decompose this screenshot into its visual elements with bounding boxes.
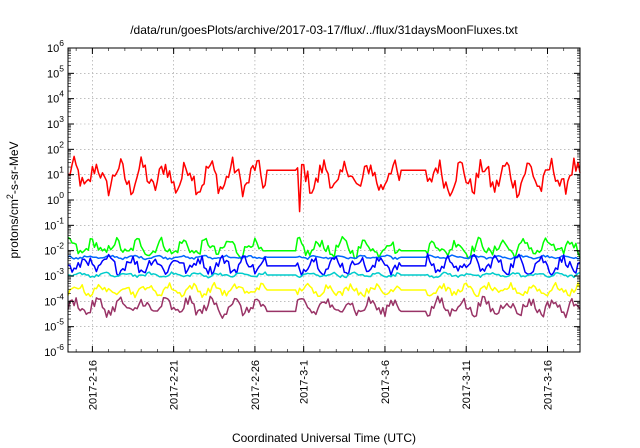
y-axis-title-main: protons/cm	[7, 199, 21, 258]
y-tick-label: 101	[47, 165, 64, 182]
x-tick-label: 2017-3-1	[299, 360, 311, 404]
x-tick-label: 2017-3-16	[542, 360, 554, 410]
y-tick-label: 100	[47, 190, 64, 207]
series-line	[67, 271, 581, 279]
x-axis-title: Coordinated Universal Time (UTC)	[232, 431, 416, 445]
x-tick-label: 2017-3-11	[461, 360, 473, 409]
x-tick-label: 2017-2-21	[169, 360, 181, 410]
y-axis-title: protons/cm2-s-sr-MeV	[5, 141, 21, 258]
y-axis: 10-6 10-5 10-4 10-3 10-2 10-1 100 101 102 103 104 1…	[44, 38, 580, 359]
y-tick-label: 103	[47, 114, 64, 131]
x-tick-label: 2017-2-26	[250, 360, 262, 410]
y-tick-label: 10-2	[44, 241, 64, 258]
y-tick-label: 10-3	[44, 266, 64, 283]
y-tick-label: 10-4	[44, 291, 64, 308]
y-tick-label: 10-5	[44, 317, 64, 334]
y-axis-title-sup: 2	[5, 194, 15, 199]
x-axis: 2017-2-16 2017-2-21 2017-2-26 2017-3-1 2017-…	[75, 48, 581, 410]
series-line	[67, 155, 581, 213]
x-tick-label: 2017-2-16	[87, 360, 99, 410]
series-line	[67, 254, 581, 261]
series-lines	[67, 155, 581, 319]
y-tick-label: 105	[47, 63, 64, 80]
x-tick-label: 2017-3-6	[380, 360, 392, 404]
series-line	[67, 235, 581, 260]
chart-title: /data/run/goesPlots/archive/2017-03-17/f…	[130, 23, 518, 37]
series-line	[67, 281, 581, 299]
y-tick-label: 104	[47, 89, 64, 106]
y-axis-title-rest: -s-sr-MeV	[7, 141, 21, 194]
y-tick-label: 102	[47, 139, 64, 156]
y-tick-label: 10-6	[44, 342, 64, 359]
y-tick-label: 10-1	[44, 215, 64, 232]
y-tick-label: 106	[47, 38, 64, 55]
series-line	[67, 295, 581, 319]
